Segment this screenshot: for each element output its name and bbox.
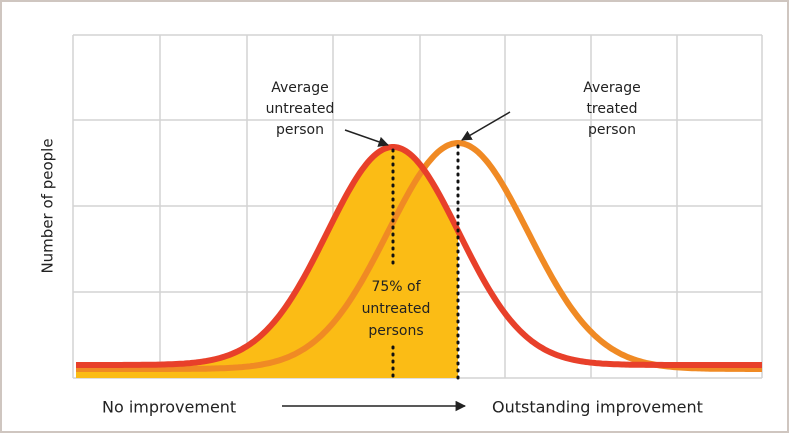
untreated-curve bbox=[76, 144, 762, 368]
annotation: Average bbox=[271, 80, 329, 96]
annotation: person bbox=[588, 122, 636, 138]
shaded-area bbox=[76, 147, 458, 378]
arrow bbox=[344, 129, 389, 147]
x-axis-right-label: Outstanding improvement bbox=[492, 398, 703, 417]
mean-lines bbox=[391, 144, 460, 380]
arrow bbox=[461, 111, 511, 141]
annotation: treated bbox=[586, 101, 637, 117]
y-axis-label: Number of people bbox=[39, 138, 57, 273]
annotation: untreated bbox=[362, 301, 431, 317]
annotation: untreated bbox=[266, 101, 335, 117]
annotation: persons bbox=[368, 323, 423, 339]
x-axis-left-label: No improvement bbox=[102, 398, 236, 417]
annotation: 75% of bbox=[371, 279, 421, 295]
annotation: person bbox=[276, 122, 324, 138]
annotation: Average bbox=[583, 80, 641, 96]
